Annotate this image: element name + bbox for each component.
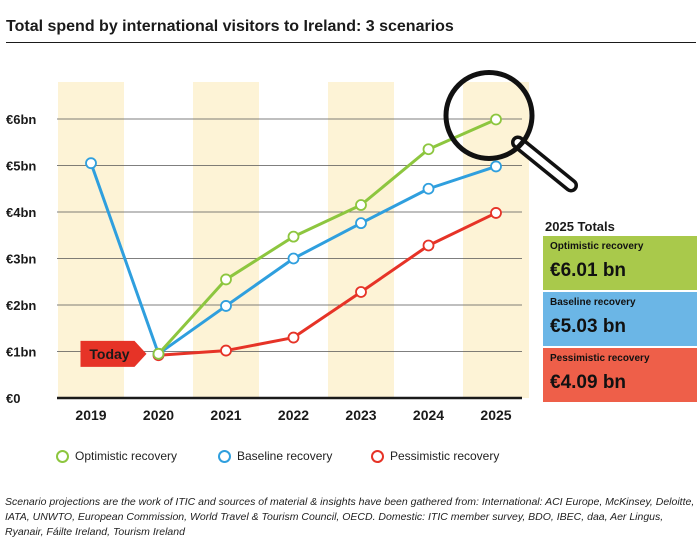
total-box-optimistic: Optimistic recovery €6.01 bn (543, 236, 697, 290)
total-value-baseline: €5.03 bn (550, 316, 627, 337)
data-point-baseline (422, 182, 435, 195)
data-point-baseline (355, 217, 367, 230)
series-line-optimistic (157, 118, 497, 355)
line-chart: €0 €1bn €2bn €3bn €4bn €5bn €6bn 2019 2020 2021 20… (6, 69, 578, 423)
x-tick-label: 2022 (278, 407, 309, 423)
data-point-optimistic (220, 273, 232, 286)
y-tick-label: €1bn (6, 345, 36, 360)
data-point-optimistic (422, 143, 435, 156)
y-tick-label: €5bn (6, 159, 36, 174)
total-value-optimistic: €6.01 bn (550, 260, 627, 281)
x-tick-label: 2025 (480, 407, 511, 423)
x-tick-label: 2019 (75, 407, 106, 423)
legend-item-pessimistic: Pessimistic recovery (371, 449, 499, 463)
data-point-optimistic (287, 230, 300, 243)
series-line-pessimistic (158, 211, 497, 357)
data-point-baseline (220, 300, 232, 312)
y-tick-label: €2bn (6, 298, 36, 313)
total-value-pessimistic: €4.09 bn (550, 372, 627, 393)
y-tick-label: €3bn (6, 252, 36, 267)
total-box-pessimistic: Pessimistic recovery €4.09 bn (543, 348, 697, 402)
legend-marker-pessimistic (371, 449, 384, 463)
data-point-pessimistic (220, 344, 232, 357)
x-tick-label: 2021 (210, 407, 241, 423)
total-label-optimistic: Optimistic recovery (550, 241, 644, 252)
total-label-baseline: Baseline recovery (550, 297, 636, 308)
legend-label-optimistic: Optimistic recovery (75, 449, 178, 463)
legend-item-optimistic: Optimistic recovery (56, 449, 177, 463)
data-point-baseline (490, 160, 502, 173)
data-point-pessimistic (287, 331, 300, 344)
highlight-column-2023 (328, 82, 394, 398)
x-tick-label: 2024 (413, 407, 444, 423)
legend-label-baseline: Baseline recovery (237, 449, 333, 463)
footnote: Scenario projections are the work of ITI… (5, 496, 695, 538)
x-tick-label: 2020 (143, 407, 174, 423)
y-tick-label: €4bn (6, 205, 36, 220)
totals-title: 2025 Totals (545, 219, 615, 234)
y-tick-label: €0 (6, 391, 20, 406)
legend-marker-baseline (218, 449, 231, 463)
highlight-column-2025 (463, 82, 529, 398)
data-point-pessimistic (490, 207, 502, 219)
data-point-baseline (85, 157, 97, 170)
title-divider (6, 42, 696, 43)
y-tick-label: €6bn (6, 112, 36, 127)
x-tick-label: 2023 (345, 407, 376, 423)
data-point-pessimistic (355, 286, 367, 298)
data-point-baseline (287, 252, 300, 265)
legend-label-pessimistic: Pessimistic recovery (390, 449, 500, 463)
data-point-optimistic (152, 347, 165, 360)
magnifier-icon (443, 69, 535, 161)
today-arrow (80, 340, 147, 367)
magnifier-handle-inner (514, 138, 575, 189)
data-point-optimistic (355, 199, 367, 211)
today-label: Today (89, 346, 129, 362)
legend-marker-optimistic (56, 449, 69, 463)
legend-item-baseline: Baseline recovery (218, 449, 332, 463)
chart-title: Total spend by international visitors to… (6, 18, 454, 35)
data-point-pessimistic (422, 239, 435, 252)
total-box-baseline: Baseline recovery €5.03 bn (543, 292, 697, 346)
total-label-pessimistic: Pessimistic recovery (550, 353, 650, 364)
chart-legend: Optimistic recovery Baseline recovery Pe… (50, 449, 570, 467)
data-point-optimistic (490, 113, 502, 126)
